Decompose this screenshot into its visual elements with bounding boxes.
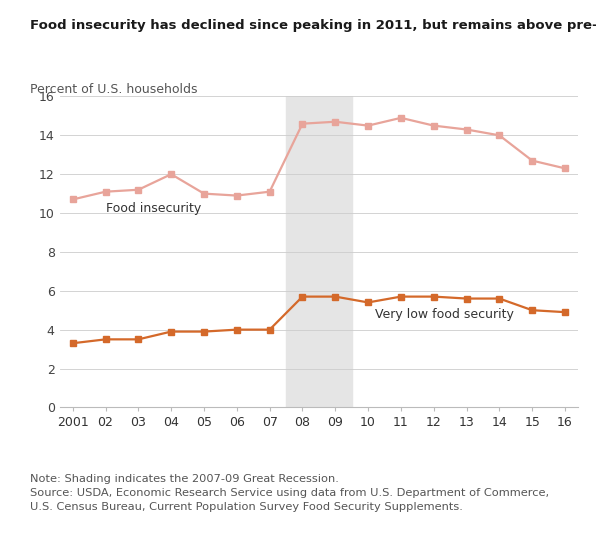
Text: Food insecurity has declined since peaking in 2011, but remains above pre-recess: Food insecurity has declined since peaki…	[30, 19, 596, 32]
Text: Food insecurity: Food insecurity	[105, 203, 201, 215]
Bar	[286, 96, 352, 407]
Text: Percent of U.S. households: Percent of U.S. households	[30, 83, 197, 96]
Text: Very low food security: Very low food security	[375, 308, 514, 321]
Text: Note: Shading indicates the 2007-09 Great Recession.
Source: USDA, Economic Rese: Note: Shading indicates the 2007-09 Grea…	[30, 474, 549, 512]
